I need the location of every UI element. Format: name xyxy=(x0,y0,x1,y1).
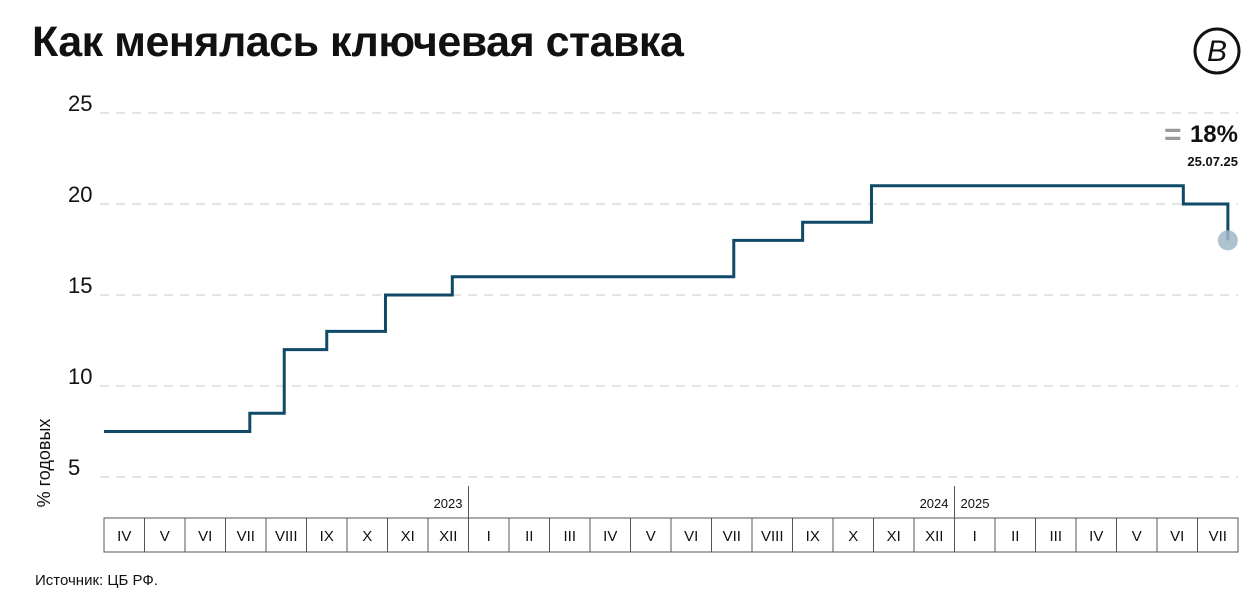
x-tick-label: IX xyxy=(320,528,334,545)
x-tick-label: II xyxy=(1011,528,1019,545)
y-tick-label: 10 xyxy=(68,364,92,389)
x-tick-label: VIII xyxy=(275,528,298,545)
x-tick-label: VIII xyxy=(761,528,784,545)
end-point-marker xyxy=(1217,230,1238,251)
x-tick-label: V xyxy=(1132,528,1142,545)
y-tick-label: 25 xyxy=(68,91,92,116)
x-tick-label: I xyxy=(973,528,977,545)
logo-circle xyxy=(1193,27,1241,75)
year-label: 2023 xyxy=(434,496,463,511)
y-axis-label: % годовых xyxy=(34,419,54,508)
x-tick-label: X xyxy=(848,528,858,545)
current-rate-value: 18% xyxy=(1190,121,1238,148)
x-tick-label: XII xyxy=(925,528,943,545)
x-tick-label: X xyxy=(362,528,372,545)
x-tick-label: V xyxy=(646,528,656,545)
x-tick-label: XII xyxy=(439,528,457,545)
y-tick-label: 15 xyxy=(68,273,92,298)
x-tick-label: VI xyxy=(198,528,212,545)
x-tick-label: III xyxy=(563,528,576,545)
x-tick-label: VII xyxy=(1209,528,1227,545)
x-tick-label: III xyxy=(1049,528,1062,545)
x-tick-label: VI xyxy=(684,528,698,545)
x-tick-label: IV xyxy=(603,528,617,545)
current-rate-date: 25.07.25 xyxy=(1187,154,1238,169)
x-tick-label: IX xyxy=(806,528,820,545)
rate-step-line xyxy=(104,184,1230,433)
x-tick-label: VII xyxy=(237,528,255,545)
year-label: 2024 xyxy=(920,496,949,511)
x-tick-label: V xyxy=(160,528,170,545)
x-tick-label: IV xyxy=(117,528,131,545)
equal-sign: = xyxy=(1164,118,1182,151)
year-label: 2025 xyxy=(961,496,990,511)
x-tick-label: XI xyxy=(887,528,901,545)
source-note: Источник: ЦБ РФ. xyxy=(35,572,158,589)
y-tick-label: 20 xyxy=(68,182,92,207)
page-title: Как менялась ключевая ставка xyxy=(32,18,684,66)
x-tick-label: XI xyxy=(401,528,415,545)
vedomosti-logo-icon: В xyxy=(1193,27,1241,75)
x-tick-label: I xyxy=(487,528,491,545)
x-tick-label: IV xyxy=(1089,528,1103,545)
x-tick-label: II xyxy=(525,528,533,545)
x-tick-label: VII xyxy=(723,528,741,545)
logo-letter: В xyxy=(1207,35,1227,68)
y-tick-label: 5 xyxy=(68,455,80,480)
x-tick-label: VI xyxy=(1170,528,1184,545)
